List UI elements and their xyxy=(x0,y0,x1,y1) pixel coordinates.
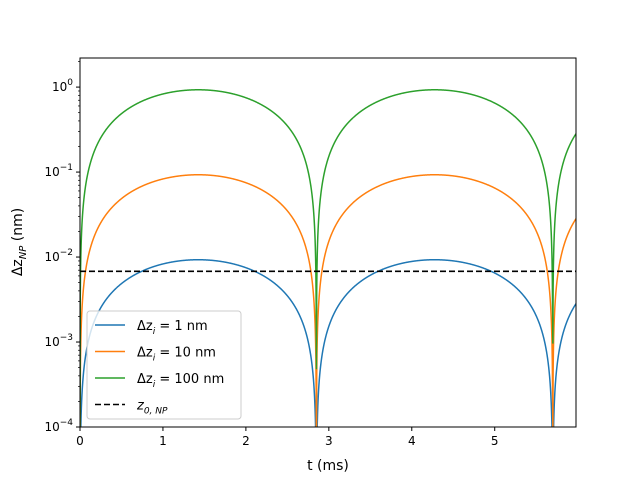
x-tick-label: 4 xyxy=(408,434,416,448)
y-tick-label: 100 xyxy=(52,78,73,94)
legend-label-sub: i xyxy=(153,380,156,390)
y-tick-label: 10−2 xyxy=(44,248,73,264)
legend-box xyxy=(86,310,242,420)
y-tick-label: 10−4 xyxy=(44,418,73,434)
x-tick-label: 3 xyxy=(325,434,333,448)
legend-label-rest: = 10 nm xyxy=(155,346,216,361)
y-tick-exp: −2 xyxy=(60,248,73,258)
y-axis-title-sub: NP xyxy=(18,245,29,259)
legend-label-rest: = 100 nm xyxy=(155,372,224,387)
series-line-1 xyxy=(80,258,576,427)
y-tick-base: 10 xyxy=(44,250,59,264)
x-tick-label: 1 xyxy=(159,434,167,448)
plot-frame xyxy=(79,57,577,428)
y-axis-title-base: Δz xyxy=(10,259,26,276)
legend-label-rest: = 1 nm xyxy=(155,319,207,334)
legend-label: Δzi = 1 nm xyxy=(137,319,208,337)
y-axis-title: ΔzNP (nm) xyxy=(10,208,29,276)
x-tick-label: 5 xyxy=(491,434,499,448)
y-tick-exp: −1 xyxy=(60,163,73,173)
legend-label: Δzi = 10 nm xyxy=(137,346,216,364)
y-tick-label: 10−3 xyxy=(44,333,73,349)
y-tick-label: 10−1 xyxy=(44,163,73,179)
x-axis-title: t (ms) xyxy=(307,458,349,474)
legend-label-sub: 0, NP xyxy=(144,407,168,417)
y-tick-base: 10 xyxy=(52,80,67,94)
y-tick-exp: −4 xyxy=(60,418,74,428)
legend-label-base: Δz xyxy=(137,319,153,334)
x-tick-label: 2 xyxy=(242,434,250,448)
legend-label-base: Δz xyxy=(137,372,153,387)
x-tick-label: 0 xyxy=(76,434,84,448)
legend-label-base: Δz xyxy=(137,346,153,361)
y-tick-base: 10 xyxy=(44,420,59,434)
legend-label-sub: i xyxy=(153,354,156,364)
y-axis-title-unit: (nm) xyxy=(10,208,26,246)
legend-label: z0, NP xyxy=(136,399,168,417)
y-tick-base: 10 xyxy=(44,335,59,349)
series-line-2 xyxy=(80,174,576,427)
y-tick-exp: 0 xyxy=(67,78,73,88)
legend-label-sub: i xyxy=(153,327,156,337)
legend-label-base: z xyxy=(136,399,145,414)
series-line-3 xyxy=(80,89,576,427)
y-tick-exp: −3 xyxy=(60,333,73,343)
legend-label: Δzi = 100 nm xyxy=(137,372,224,390)
x-axis: 0 1 2 3 4 5 xyxy=(76,427,499,448)
series-layer xyxy=(80,89,576,427)
y-tick-base: 10 xyxy=(44,165,59,179)
